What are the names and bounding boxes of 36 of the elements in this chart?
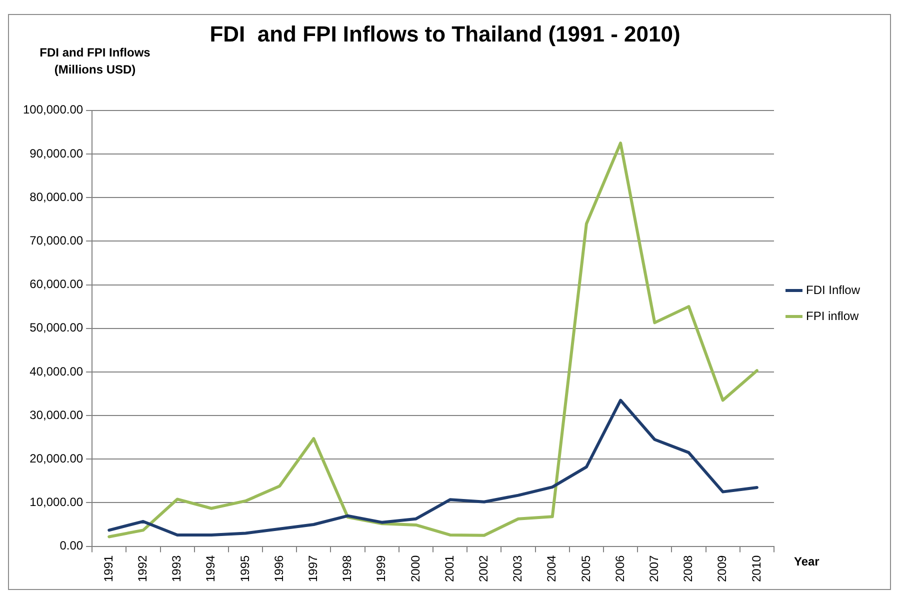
y-tick-label: 80,000.00 [30,190,84,204]
y-tick-label: 100,000.00 [22,102,84,117]
x-tick-label: 2009 [715,554,730,582]
x-tick-label: 2006 [612,554,627,582]
legend-label: FPI inflow [806,308,860,323]
y-tick-label: 10,000.00 [30,495,84,510]
y-tick-label: 0.00 [60,538,84,553]
x-tick-label: 1997 [306,554,320,582]
y-tick-label: 60,000.00 [30,277,84,292]
y-tick-label: 20,000.00 [30,451,84,466]
x-tick-label: 1991 [101,554,116,582]
y-tick-label: 50,000.00 [30,320,84,335]
x-axis-title: Year [794,554,820,569]
x-tick-label: 2008 [681,554,696,582]
x-tick-label: 2004 [544,554,559,582]
x-tick-label: 2005 [578,554,593,582]
y-tick-label: 90,000.00 [30,146,84,160]
y-tick-label: 30,000.00 [30,408,84,422]
x-tick-label: 1996 [272,554,286,582]
legend-label: FDI Inflow [806,282,860,297]
y-tick-label: 70,000.00 [30,233,84,248]
x-tick-label: 1998 [340,554,354,582]
x-tick-label: 2002 [476,554,490,582]
chart-title: FDI and FPI Inflows to Thailand (1991 - 2010) [210,21,680,46]
y-tick-label: 40,000.00 [30,364,84,378]
x-tick-label: 1992 [136,554,150,582]
x-tick-label: 1999 [374,554,388,582]
x-tick-label: 2007 [646,554,661,582]
x-tick-label: 1993 [170,554,184,582]
x-tick-label: 1995 [238,554,252,582]
y-axis-title: FDI and FPI Inflows (Millions USD) [40,45,151,76]
x-tick-label: 2003 [510,554,525,582]
x-tick-label: 2000 [408,554,422,582]
x-tick-label: 2001 [442,554,456,582]
x-tick-label: 1994 [204,554,218,582]
x-tick-label: 2010 [749,554,764,582]
